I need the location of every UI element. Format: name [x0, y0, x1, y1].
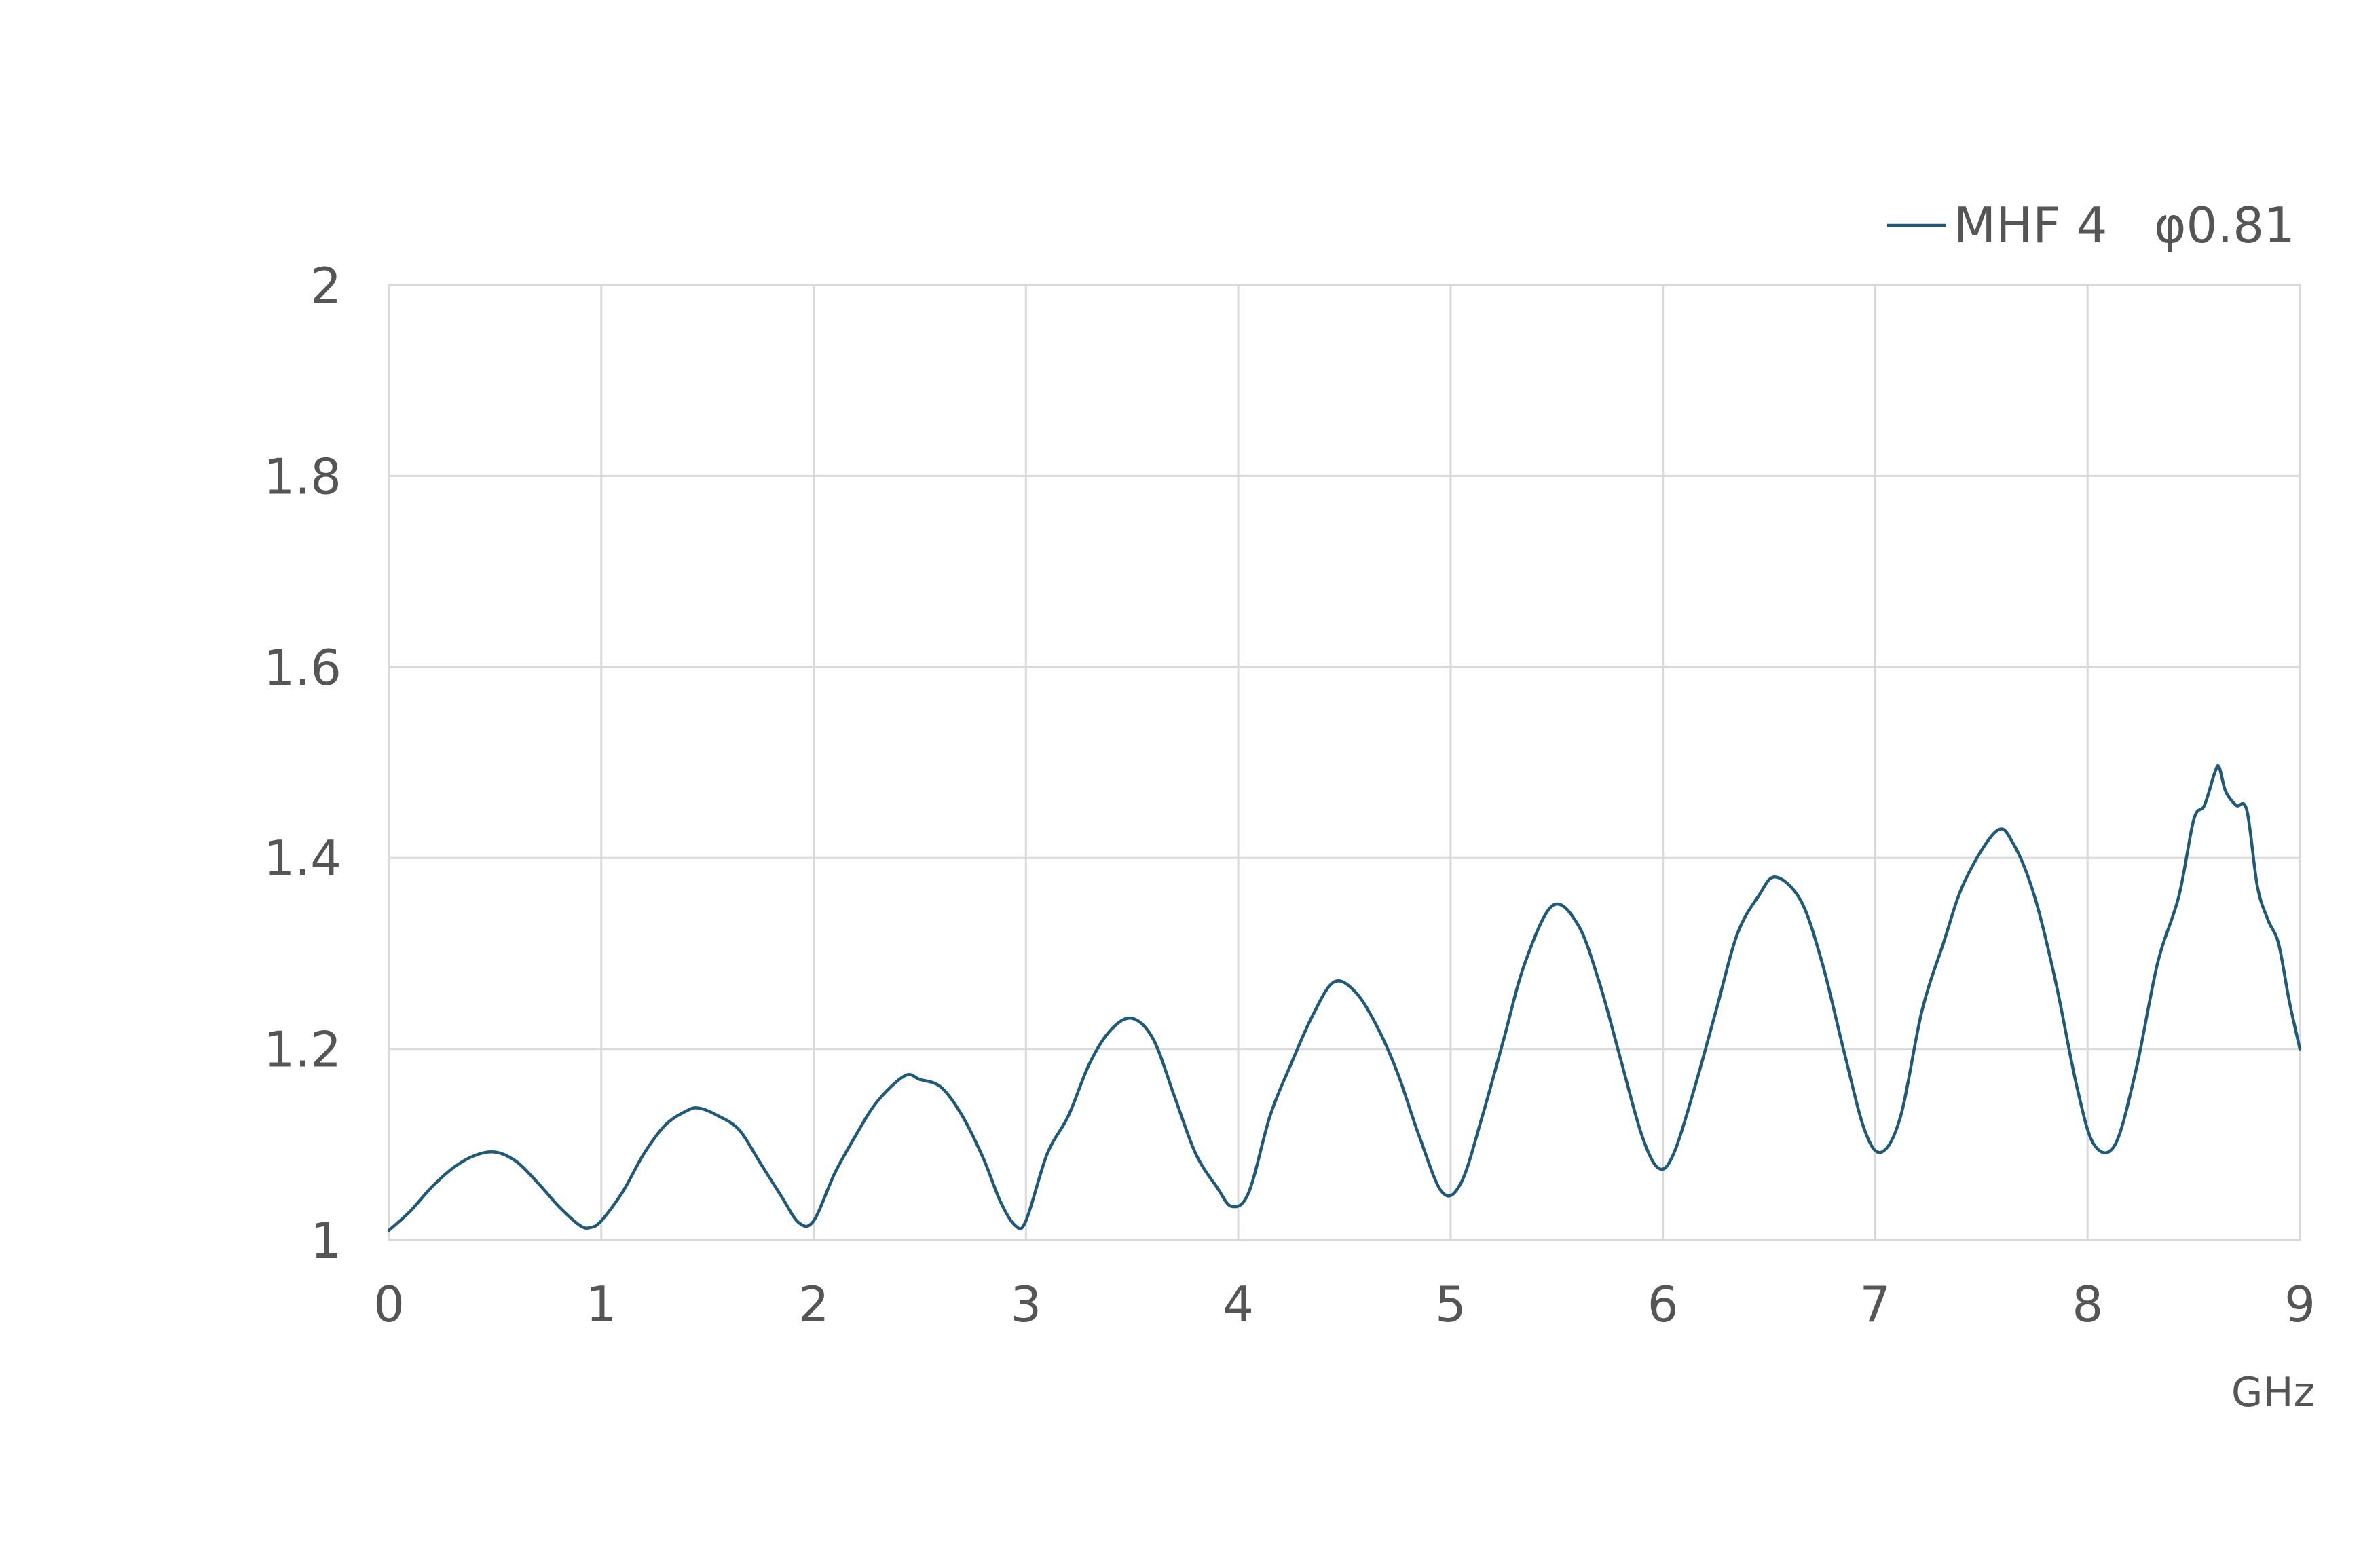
- x-axis-unit-label: GHz: [2231, 1369, 2315, 1416]
- grid-layer: [388, 284, 2301, 1241]
- axis-layer: 0 1 2 3 4 5 6 7 8 911.21.41.61.82: [263, 257, 2315, 1333]
- y-tick-label: 1: [310, 1212, 341, 1269]
- x-tick-label: 6: [1648, 1276, 1679, 1333]
- series-line: [387, 763, 2302, 1232]
- plot-frame: [388, 284, 2301, 1241]
- x-tick-label: 3: [1010, 1276, 1041, 1333]
- series-layer: [387, 763, 2302, 1232]
- y-tick-label: 2: [310, 257, 341, 314]
- x-tick-label: 8: [2072, 1276, 2103, 1333]
- x-tick-label: 7: [1860, 1276, 1891, 1333]
- x-tick-label: 1: [586, 1276, 617, 1333]
- y-tick-label: 1.8: [263, 448, 341, 505]
- legend: MHF 4 φ0.81: [1887, 197, 2295, 254]
- x-tick-label: 2: [798, 1276, 830, 1333]
- y-tick-label: 1.2: [263, 1021, 341, 1078]
- y-tick-label: 1.4: [263, 830, 341, 887]
- x-tick-label: 9: [2284, 1276, 2316, 1333]
- y-tick-label: 1.6: [263, 639, 341, 696]
- legend-label: MHF 4 φ0.81: [1954, 197, 2295, 254]
- x-tick-label: 0: [373, 1276, 405, 1333]
- x-tick-label: 4: [1223, 1276, 1254, 1333]
- x-tick-label: 5: [1435, 1276, 1466, 1333]
